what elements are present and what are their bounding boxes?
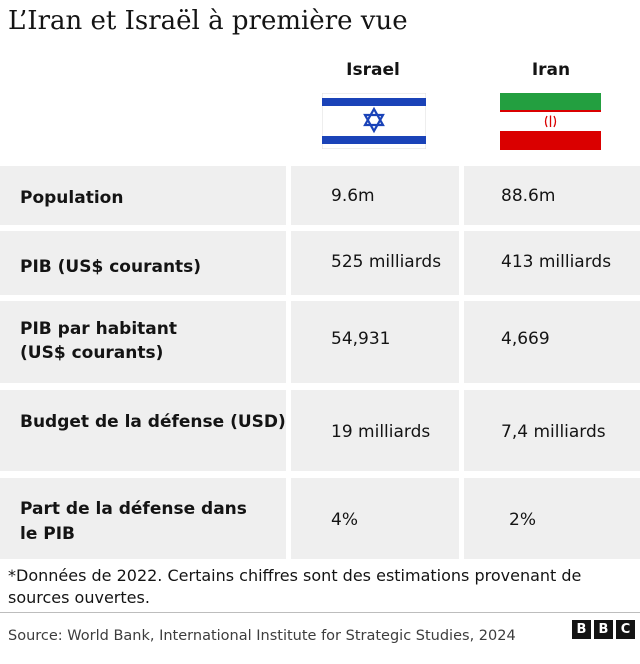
israel-value-cell: 9.6m bbox=[291, 166, 459, 225]
israel-value: 525 milliards bbox=[331, 252, 442, 272]
row-label-cell: Part de la défense dans le PIB bbox=[0, 478, 286, 559]
row-label-cell: PIB par habitant (US$ courants) bbox=[0, 301, 286, 383]
bbc-logo-letter: B bbox=[594, 620, 613, 639]
israel-value-cell: 525 milliards bbox=[291, 231, 459, 295]
page-title: L’Iran et Israël à première vue bbox=[8, 6, 408, 36]
row-label-line: (US$ courants) bbox=[20, 343, 164, 363]
israel-value: 4% bbox=[331, 510, 358, 530]
iran-value-cell: 88.6m bbox=[464, 166, 640, 225]
row-label: PIB (US$ courants) bbox=[20, 257, 202, 277]
iran-value: 413 milliards bbox=[501, 252, 612, 272]
column-header-israel: Israel bbox=[346, 60, 400, 80]
israel-flag-icon bbox=[322, 93, 426, 149]
row-label-cell: PIB (US$ courants) bbox=[0, 231, 286, 295]
row-label-line: Part de la défense dans bbox=[20, 499, 247, 519]
bbc-logo-letter: C bbox=[616, 620, 635, 639]
row-label-line: le PIB bbox=[20, 524, 76, 544]
israel-value-cell: 4% bbox=[291, 478, 459, 559]
column-header-iran: Iran bbox=[531, 60, 571, 80]
iran-flag-icon bbox=[500, 93, 601, 150]
iran-value-cell: 413 milliards bbox=[464, 231, 640, 295]
footnote: *Données de 2022. Certains chiffres sont… bbox=[8, 566, 582, 607]
bbc-logo: B B C bbox=[572, 620, 635, 639]
row-label: Budget de la défense (USD) bbox=[20, 412, 286, 432]
row-label-line: PIB par habitant bbox=[20, 319, 178, 339]
bbc-logo-letter: B bbox=[572, 620, 591, 639]
source-text: Source: World Bank, International Instit… bbox=[8, 628, 516, 644]
israel-value: 19 milliards bbox=[331, 422, 431, 442]
row-label-cell: Budget de la défense (USD) bbox=[0, 390, 286, 471]
iran-value: 88.6m bbox=[501, 186, 556, 206]
iran-value: 2% bbox=[509, 510, 536, 530]
iran-value-cell: 2% bbox=[464, 478, 640, 559]
iran-value-cell: 7,4 milliards bbox=[464, 390, 640, 471]
iran-value: 4,669 bbox=[501, 329, 550, 349]
iran-value: 7,4 milliards bbox=[501, 422, 606, 442]
israel-value: 9.6m bbox=[331, 186, 375, 206]
israel-value-cell: 54,931 bbox=[291, 301, 459, 383]
iran-value-cell: 4,669 bbox=[464, 301, 640, 383]
footer-divider bbox=[0, 612, 640, 613]
row-label: Population bbox=[20, 188, 124, 208]
israel-value: 54,931 bbox=[331, 329, 391, 349]
row-label-cell: Population bbox=[0, 166, 286, 225]
israel-value-cell: 19 milliards bbox=[291, 390, 459, 471]
